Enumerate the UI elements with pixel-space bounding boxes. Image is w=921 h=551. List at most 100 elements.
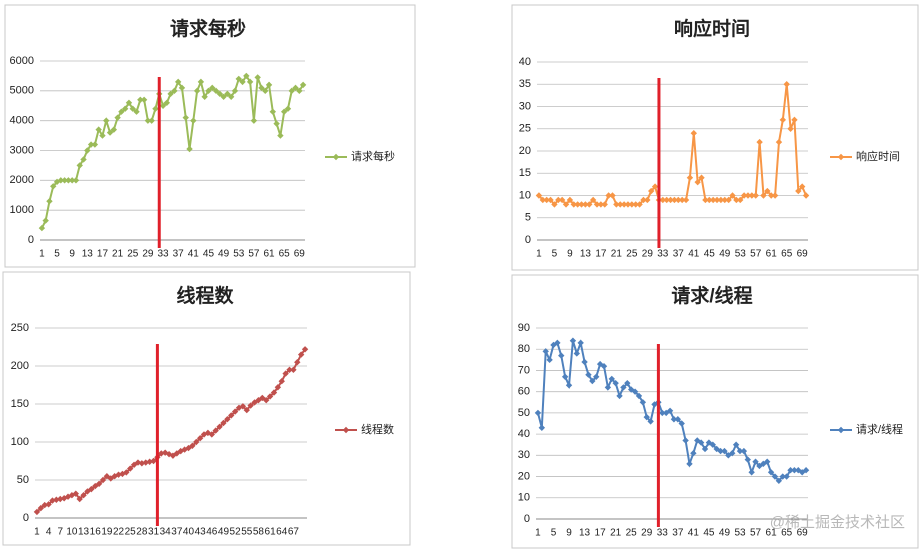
- data-point: [197, 78, 205, 86]
- data-point: [201, 93, 208, 100]
- data-point: [760, 460, 767, 468]
- data-point: [265, 81, 273, 89]
- x-tick-label: 40: [183, 527, 195, 538]
- x-tick-label: 37: [673, 249, 685, 260]
- data-point: [542, 348, 549, 355]
- data-point: [597, 201, 605, 208]
- data-point: [558, 196, 566, 204]
- data-point: [299, 81, 307, 89]
- data-point: [296, 87, 303, 95]
- x-tick-label: 37: [672, 528, 684, 539]
- legend-marker: [837, 426, 845, 434]
- y-tick-label: 0: [23, 512, 29, 524]
- data-point: [740, 447, 748, 455]
- x-tick-label: 19: [101, 527, 113, 538]
- data-point: [554, 339, 561, 347]
- x-tick-label: 21: [610, 528, 622, 539]
- panel: [511, 274, 919, 549]
- y-tick-label: 50: [518, 407, 530, 419]
- data-point: [277, 132, 284, 139]
- data-point: [686, 460, 693, 468]
- y-tick-label: 5: [525, 212, 531, 224]
- data-point: [748, 192, 756, 199]
- x-tick-label: 43: [195, 527, 207, 538]
- data-point: [682, 437, 689, 444]
- x-tick-label: 5: [552, 249, 558, 260]
- data-point: [573, 350, 580, 357]
- data-point: [270, 389, 278, 396]
- data-point: [227, 93, 235, 100]
- data-point: [546, 356, 553, 364]
- y-tick-label: 20: [519, 145, 531, 157]
- data-point: [709, 441, 716, 448]
- data-point: [61, 177, 68, 184]
- x-tick-label: 61: [766, 528, 778, 539]
- data-point: [744, 192, 752, 199]
- data-point: [140, 96, 148, 103]
- data-point: [640, 196, 647, 204]
- y-tick-label: 4000: [10, 115, 34, 127]
- x-tick-label: 7: [57, 527, 63, 538]
- data-point: [539, 196, 547, 204]
- x-tick-label: 25: [626, 528, 638, 539]
- x-tick-label: 21: [611, 249, 623, 260]
- x-tick-label: 16: [90, 527, 102, 538]
- data-point: [239, 403, 247, 410]
- x-tick-label: 25: [125, 527, 137, 538]
- data-point: [555, 196, 562, 204]
- data-point: [729, 450, 736, 457]
- data-point: [802, 192, 810, 199]
- x-tick-label: 49: [218, 249, 230, 260]
- x-tick-label: 37: [173, 249, 185, 260]
- y-tick-label: 150: [11, 398, 29, 410]
- data-point: [273, 120, 280, 127]
- data-point: [737, 196, 744, 204]
- x-tick-label: 45: [703, 528, 715, 539]
- data-point: [771, 192, 779, 199]
- x-tick-label: 61: [265, 527, 277, 538]
- data-point: [643, 413, 650, 421]
- x-tick-label: 41: [688, 249, 700, 260]
- panel: [511, 4, 919, 271]
- data-point: [675, 196, 682, 204]
- data-point: [698, 174, 705, 181]
- data-point: [717, 447, 724, 455]
- x-tick-label: 13: [82, 249, 94, 260]
- data-point: [269, 108, 277, 115]
- data-point: [690, 130, 697, 137]
- data-point: [294, 359, 301, 366]
- data-point: [748, 469, 755, 476]
- y-tick-label: 100: [11, 436, 29, 448]
- data-point: [702, 196, 709, 204]
- data-point: [46, 198, 53, 205]
- x-tick-label: 55: [241, 527, 253, 538]
- y-tick-label: 3000: [10, 144, 34, 156]
- data-point: [620, 201, 628, 208]
- data-point: [243, 72, 250, 80]
- data-point: [775, 138, 783, 146]
- data-point: [80, 492, 87, 499]
- data-point: [752, 458, 759, 465]
- data-point: [612, 379, 619, 387]
- data-point: [647, 418, 654, 425]
- data-point: [127, 465, 134, 472]
- y-tick-label: 0: [524, 513, 530, 525]
- x-tick-label: 49: [218, 527, 230, 538]
- data-point: [186, 145, 193, 153]
- data-point: [247, 402, 254, 409]
- data-point: [666, 407, 674, 414]
- data-point: [570, 201, 577, 208]
- data-point: [729, 192, 736, 199]
- data-point: [725, 452, 732, 459]
- y-tick-label: 250: [11, 322, 29, 334]
- data-point: [760, 192, 767, 199]
- data-point: [208, 431, 215, 438]
- x-tick-label: 33: [657, 249, 669, 260]
- legend-label: 响应时间: [856, 149, 900, 163]
- x-tick-label: 37: [171, 527, 183, 538]
- x-tick-label: 65: [781, 249, 793, 260]
- x-tick-label: 1: [34, 527, 40, 538]
- y-tick-label: 20: [518, 470, 530, 482]
- data-point: [280, 108, 288, 115]
- data-point: [243, 406, 250, 414]
